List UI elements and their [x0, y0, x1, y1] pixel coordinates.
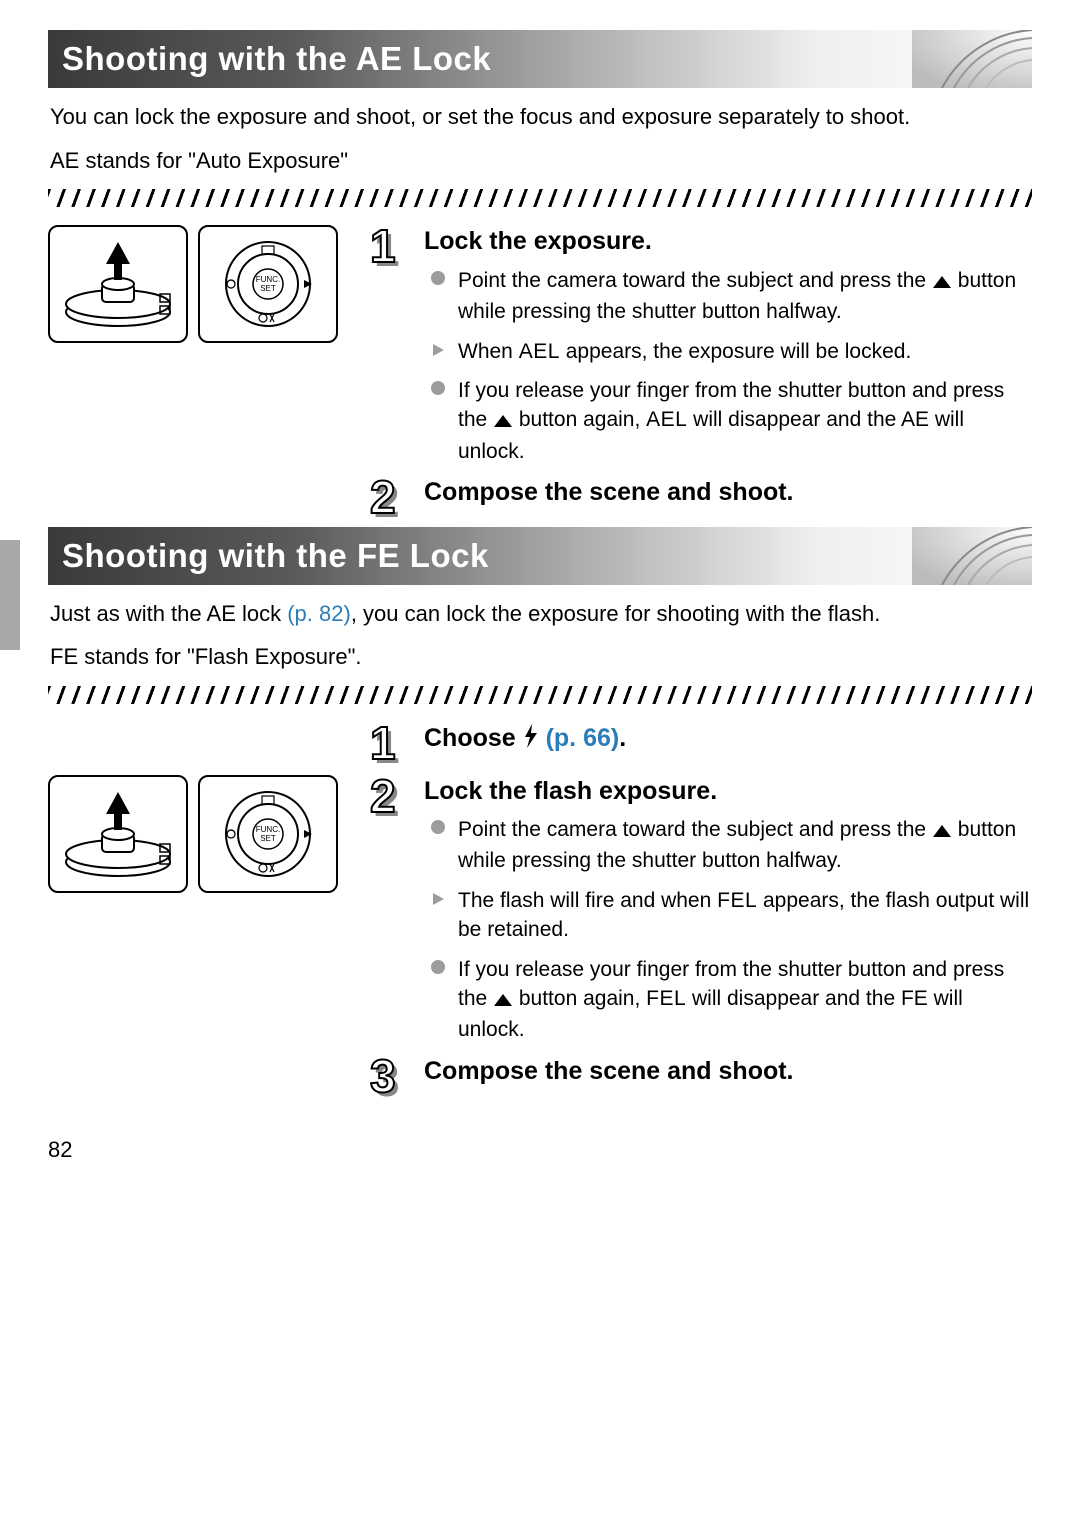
step-bullet: If you release your finger from the shut…	[424, 955, 1032, 1045]
page-reference: (p. 66)	[546, 724, 620, 752]
step-bullet: The flash will fire and when FEL appears…	[424, 886, 1032, 945]
section-title: Shooting with the FE Lock	[62, 537, 489, 575]
page-reference: (p. 82)	[287, 601, 351, 626]
step-item: 11 Choose (p. 66).	[370, 722, 1032, 757]
section-title: Shooting with the AE Lock	[62, 40, 491, 78]
screen-symbol: FEL	[717, 889, 757, 912]
screen-symbol: AEL	[646, 408, 687, 431]
step-bullet: Point the camera toward the subject and …	[424, 815, 1032, 876]
illustration-column: FUNC. SET	[48, 775, 348, 1098]
steps-column: 22 Lock the flash exposure. Point the ca…	[370, 775, 1032, 1098]
section-header: Shooting with the FE Lock	[48, 527, 1032, 585]
section-intro: Just as with the AE lock (p. 82), you ca…	[50, 599, 1030, 629]
step-number: 33	[370, 1049, 420, 1099]
up-button-icon	[932, 817, 952, 846]
camera-shutter-illustration	[48, 775, 188, 893]
step-item: 22 Compose the scene and shoot.	[370, 476, 1032, 509]
bullet-circle-icon	[428, 376, 448, 466]
step-title: Choose (p. 66).	[424, 722, 1032, 757]
page-number: 82	[48, 1137, 1032, 1163]
header-corner-decoration	[912, 30, 1032, 88]
manual-page: Shooting with the AE Lock You can lock t…	[0, 0, 1080, 1203]
step-number: 11	[370, 716, 420, 766]
step-bullet: Point the camera toward the subject and …	[424, 266, 1032, 327]
step-number: 22	[370, 769, 420, 819]
step-item: 22 Lock the flash exposure. Point the ca…	[370, 775, 1032, 1045]
camera-shutter-illustration	[48, 225, 188, 343]
page-edge-tab	[0, 540, 20, 650]
step-title: Lock the flash exposure.	[424, 775, 1032, 808]
svg-text:SET: SET	[260, 834, 276, 843]
bullet-triangle-icon	[428, 886, 448, 945]
step-number: 22	[370, 470, 420, 520]
section-intro: You can lock the exposure and shoot, or …	[50, 102, 1030, 132]
bullet-circle-icon	[428, 266, 448, 327]
screen-symbol: AEL	[519, 340, 560, 363]
hatched-divider	[48, 189, 1032, 207]
bullet-text: If you release your finger from the shut…	[458, 955, 1032, 1045]
section-intro: FE stands for "Flash Exposure".	[50, 642, 1030, 672]
step-bullet: When AEL appears, the exposure will be l…	[424, 337, 1032, 366]
svg-text:FUNC.: FUNC.	[256, 275, 280, 284]
step-item: 11 Lock the exposure. Point the camera t…	[370, 225, 1032, 466]
illustration-column: FUNC. SET	[48, 225, 348, 518]
up-button-icon	[932, 268, 952, 297]
hatched-divider	[48, 686, 1032, 704]
bullet-circle-icon	[428, 815, 448, 876]
step-bullet: If you release your finger from the shut…	[424, 376, 1032, 466]
screen-symbol: FEL	[646, 987, 686, 1010]
bullet-triangle-icon	[428, 337, 448, 366]
svg-text:FUNC.: FUNC.	[256, 825, 280, 834]
control-dial-illustration: FUNC. SET	[198, 775, 338, 893]
control-dial-illustration: FUNC. SET	[198, 225, 338, 343]
section-header: Shooting with the AE Lock	[48, 30, 1032, 88]
bullet-text: The flash will fire and when FEL appears…	[458, 886, 1032, 945]
bullet-text: Point the camera toward the subject and …	[458, 815, 1032, 876]
step-title: Lock the exposure.	[424, 225, 1032, 258]
step-number: 11	[370, 219, 420, 269]
flash-icon	[523, 724, 539, 757]
bullet-text: If you release your finger from the shut…	[458, 376, 1032, 466]
step-title: Compose the scene and shoot.	[424, 1055, 1032, 1088]
up-button-icon	[493, 407, 513, 436]
step-title: Compose the scene and shoot.	[424, 476, 1032, 509]
header-corner-decoration	[912, 527, 1032, 585]
up-button-icon	[493, 986, 513, 1015]
step-item: 33 Compose the scene and shoot.	[370, 1055, 1032, 1088]
bullet-text: When AEL appears, the exposure will be l…	[458, 337, 1032, 366]
svg-text:SET: SET	[260, 284, 276, 293]
bullet-circle-icon	[428, 955, 448, 1045]
steps-column: 11 Lock the exposure. Point the camera t…	[370, 225, 1032, 518]
bullet-text: Point the camera toward the subject and …	[458, 266, 1032, 327]
section-intro: AE stands for "Auto Exposure"	[50, 146, 1030, 176]
